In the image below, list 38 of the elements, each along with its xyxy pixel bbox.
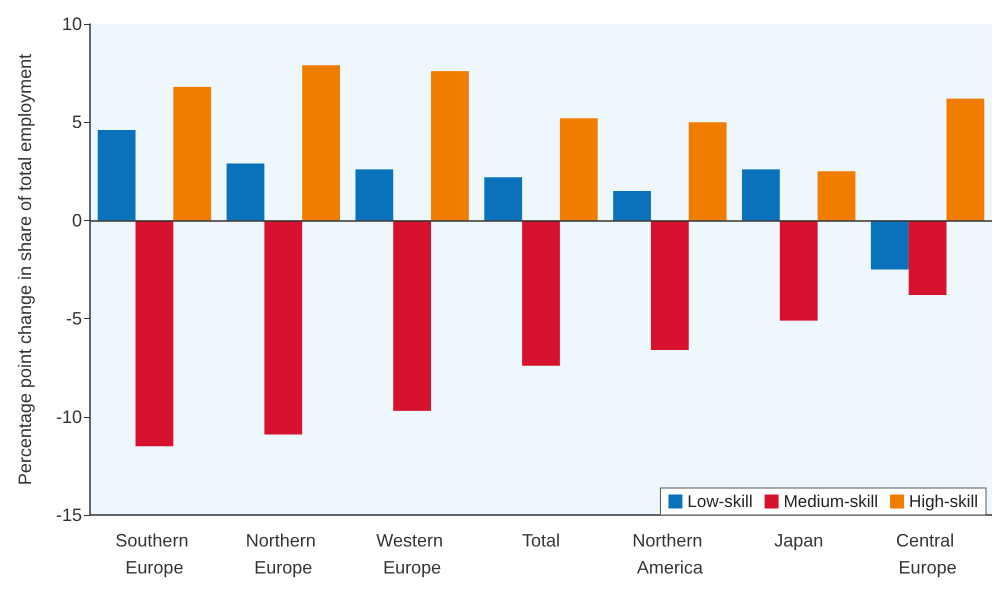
- y-tick-label: 10: [62, 14, 82, 34]
- y-tick-label: 0: [72, 210, 82, 230]
- y-tick-label: 5: [72, 112, 82, 132]
- x-tick-label: Central Europe: [896, 530, 960, 578]
- bar: [136, 220, 174, 446]
- bar: [560, 118, 598, 220]
- bar: [393, 220, 432, 411]
- bar: [226, 163, 264, 220]
- bar: [431, 71, 469, 220]
- x-tick-label: Total: [522, 530, 560, 550]
- legend-label: High-skill: [909, 492, 978, 511]
- bar: [613, 190, 651, 220]
- bar: [688, 122, 727, 220]
- x-tick-label: Southern Europe: [115, 530, 194, 578]
- legend-label: Low-skill: [687, 492, 753, 511]
- bar: [946, 98, 984, 220]
- bar: [98, 130, 136, 220]
- y-tick-label: -5: [66, 308, 82, 329]
- bar: [818, 171, 856, 220]
- bar: [264, 220, 302, 434]
- bar: [302, 65, 340, 220]
- y-tick-label: -15: [56, 505, 82, 525]
- bar: [650, 220, 689, 350]
- y-axis-title: Percentage point change in share of total employment: [15, 54, 35, 486]
- y-tick-label: -10: [56, 406, 82, 427]
- bar: [742, 169, 780, 220]
- bar: [484, 177, 522, 220]
- bar: [522, 220, 560, 366]
- bar: [870, 220, 909, 270]
- x-tick-label: Japan: [774, 530, 824, 550]
- x-tick-label: Northern America: [632, 530, 708, 578]
- x-tick-label: Northern Europe: [246, 530, 321, 578]
- bar: [173, 86, 212, 220]
- bar: [780, 220, 818, 321]
- x-tick-label: Western Europe: [376, 530, 448, 578]
- bar: [355, 169, 394, 220]
- bar: [908, 220, 946, 296]
- legend-label: Medium-skill: [784, 492, 878, 511]
